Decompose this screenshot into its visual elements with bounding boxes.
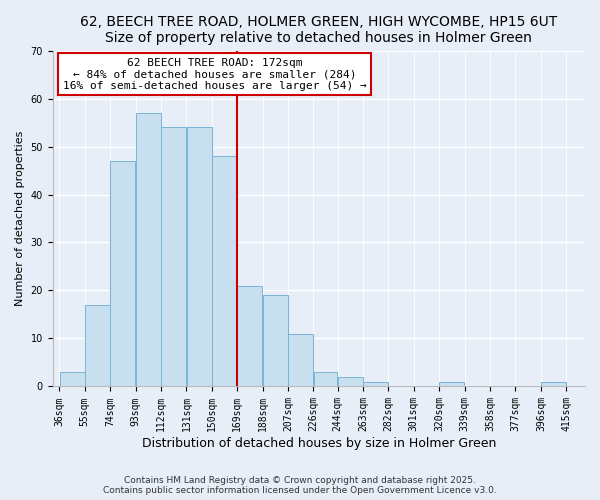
Bar	[439, 382, 464, 386]
Bar	[85, 305, 110, 386]
Y-axis label: Number of detached properties: Number of detached properties	[15, 131, 25, 306]
Bar	[238, 286, 262, 386]
Text: Contains HM Land Registry data © Crown copyright and database right 2025.
Contai: Contains HM Land Registry data © Crown c…	[103, 476, 497, 495]
Text: 62 BEECH TREE ROAD: 172sqm
← 84% of detached houses are smaller (284)
16% of sem: 62 BEECH TREE ROAD: 172sqm ← 84% of deta…	[62, 58, 367, 91]
Bar	[59, 372, 85, 386]
X-axis label: Distribution of detached houses by size in Holmer Green: Distribution of detached houses by size …	[142, 437, 496, 450]
Bar	[288, 334, 313, 386]
Bar	[161, 128, 186, 386]
Bar	[338, 377, 363, 386]
Bar	[110, 161, 136, 386]
Bar	[136, 113, 161, 386]
Title: 62, BEECH TREE ROAD, HOLMER GREEN, HIGH WYCOMBE, HP15 6UT
Size of property relat: 62, BEECH TREE ROAD, HOLMER GREEN, HIGH …	[80, 15, 557, 45]
Bar	[314, 372, 337, 386]
Bar	[187, 128, 212, 386]
Bar	[541, 382, 566, 386]
Bar	[363, 382, 388, 386]
Bar	[212, 156, 237, 386]
Bar	[263, 296, 288, 386]
